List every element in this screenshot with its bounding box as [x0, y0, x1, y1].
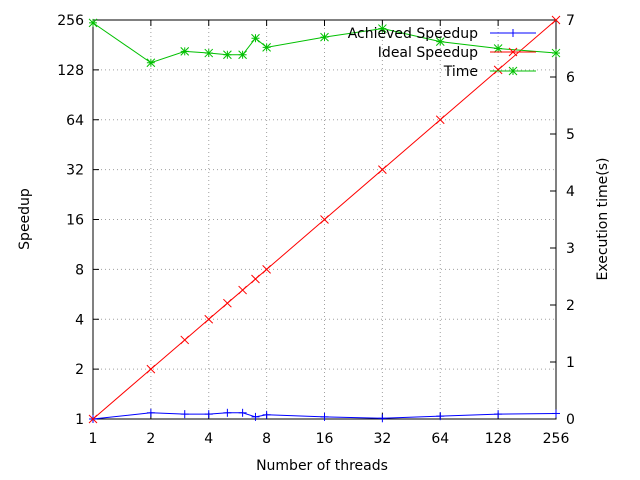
x-axis-label: Number of threads — [256, 458, 388, 474]
x-tick-label: 4 — [204, 431, 213, 447]
data-point — [508, 66, 518, 76]
y2-tick-label: 1 — [566, 355, 575, 371]
data-point — [493, 65, 503, 75]
data-point — [508, 47, 518, 57]
data-point — [378, 414, 387, 423]
data-point — [551, 48, 561, 58]
data-point — [180, 410, 189, 419]
y-tick-label: 1 — [75, 412, 84, 428]
data-point — [146, 364, 156, 374]
data-point — [262, 410, 271, 419]
axes: 1 2 4 8 16 32 64 128 256 1 2 4 8 16 32 64 128 256 0 1 2 3 4 5 6 7 — [57, 13, 575, 447]
data-point — [146, 58, 156, 68]
data-point — [251, 274, 260, 284]
series-layer — [88, 15, 561, 424]
y2-tick-label: 0 — [566, 412, 575, 428]
y-axis-label: Speedup — [17, 188, 33, 250]
y2-tick-label: 2 — [566, 298, 575, 314]
legend-item: Achieved Speedup — [348, 26, 536, 42]
y2-axis-label: Execution time(s) — [595, 158, 611, 281]
data-point — [435, 115, 445, 125]
legend-label: Time — [443, 64, 478, 80]
series-achieved-speedup — [89, 408, 560, 423]
x-tick-label: 64 — [431, 431, 449, 447]
data-point — [551, 15, 561, 25]
grid-lines — [93, 20, 556, 419]
data-point — [223, 50, 232, 60]
y2-tick-label: 5 — [566, 127, 575, 143]
series-time — [88, 18, 561, 68]
y-tick-label: 128 — [57, 63, 84, 79]
legend-label: Achieved Speedup — [348, 26, 478, 42]
data-point — [238, 408, 247, 417]
x-tick-label: 256 — [543, 431, 570, 447]
data-point — [238, 50, 247, 60]
data-point — [223, 408, 232, 417]
x-tick-label: 32 — [373, 431, 391, 447]
data-point — [262, 43, 271, 52]
x-tick-label: 1 — [89, 431, 98, 447]
x-tick-label: 8 — [262, 431, 271, 447]
legend-item: Time — [443, 64, 536, 80]
y2-tick-label: 3 — [566, 241, 575, 257]
data-point — [494, 410, 503, 419]
data-point — [436, 412, 445, 421]
x-tick-label: 128 — [485, 431, 512, 447]
data-point — [204, 314, 214, 324]
data-point — [435, 37, 445, 47]
legend-label: Ideal Speedup — [378, 45, 478, 61]
y-tick-label: 256 — [57, 13, 84, 29]
data-point — [262, 265, 271, 274]
y-tick-label: 32 — [66, 163, 84, 179]
data-point — [180, 46, 190, 56]
y-tick-label: 64 — [66, 113, 84, 129]
data-point — [251, 412, 260, 421]
x-tick-label: 2 — [146, 431, 155, 447]
data-point — [320, 215, 329, 224]
y-tick-label: 4 — [75, 312, 84, 328]
data-point — [88, 414, 98, 424]
data-point — [378, 165, 387, 174]
y2-tick-label: 6 — [566, 70, 575, 86]
data-point — [204, 48, 214, 58]
legend: Achieved Speedup Ideal Speedup Time — [348, 26, 536, 80]
y2-tick-label: 7 — [566, 13, 575, 29]
data-point — [552, 409, 560, 418]
data-point — [320, 32, 329, 42]
y-tick-label: 8 — [75, 262, 84, 278]
data-point — [180, 335, 190, 345]
data-point — [509, 29, 517, 37]
data-point — [146, 408, 155, 417]
x-tick-label: 16 — [316, 431, 334, 447]
data-point — [223, 298, 232, 308]
series-ideal-speedup — [88, 15, 561, 424]
legend-item: Ideal Speedup — [378, 45, 536, 61]
data-point — [88, 18, 98, 28]
data-point — [378, 24, 387, 33]
y-tick-label: 2 — [75, 362, 84, 378]
data-point — [251, 33, 260, 43]
y-tick-label: 16 — [66, 213, 84, 229]
data-point — [238, 285, 247, 295]
data-point — [493, 44, 503, 53]
data-point — [320, 412, 329, 421]
data-point — [204, 410, 213, 419]
y2-tick-label: 4 — [566, 184, 575, 200]
